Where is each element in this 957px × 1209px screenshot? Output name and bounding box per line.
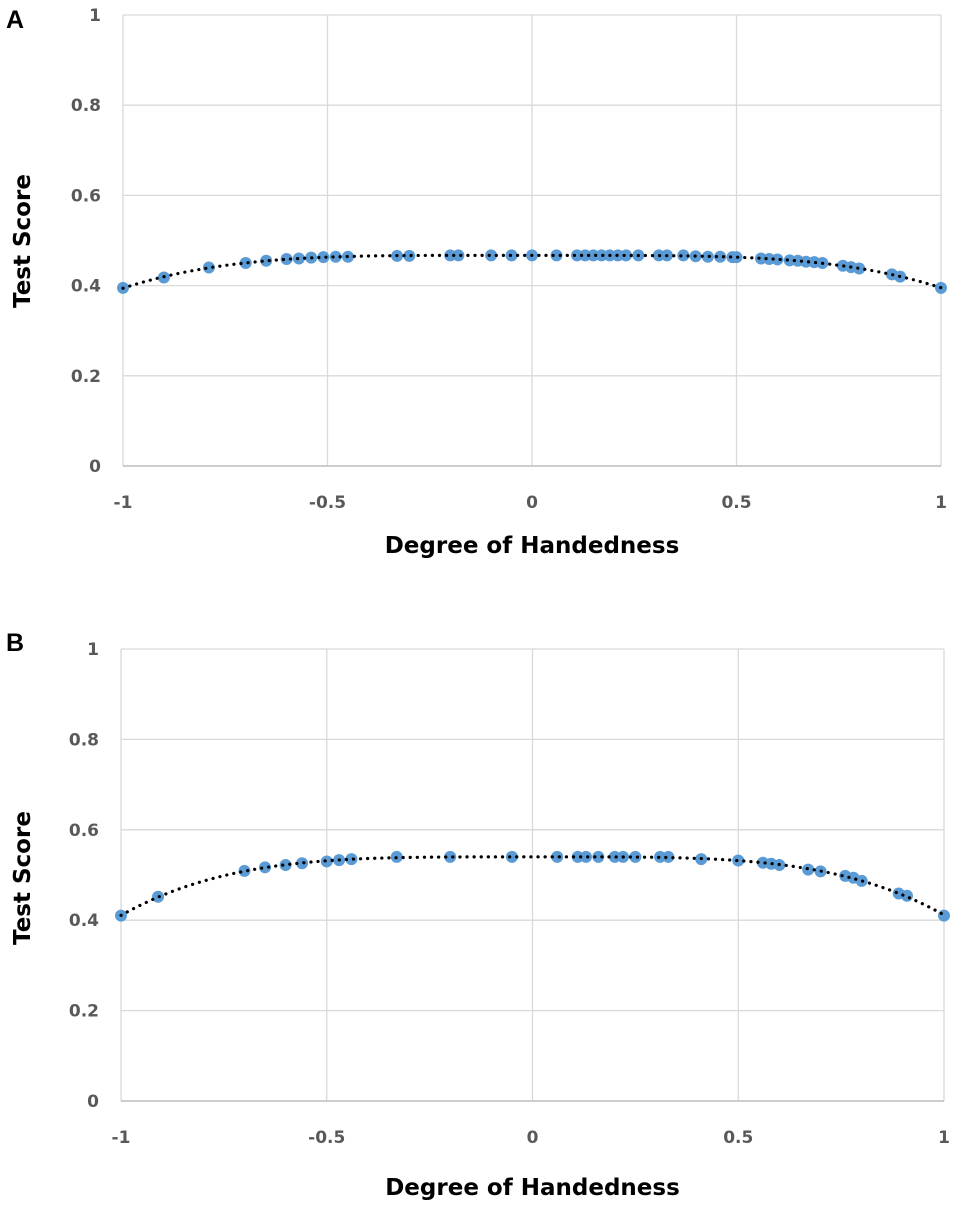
data-point bbox=[579, 850, 592, 863]
data-point bbox=[202, 261, 215, 274]
data-point bbox=[239, 257, 252, 270]
y-axis-title: Test Score bbox=[10, 174, 36, 308]
x-tick-label: 1 bbox=[938, 1128, 950, 1148]
data-point bbox=[259, 861, 272, 874]
scatter-chart-a: 0 0.2 0.4 0.6 0.8 1 -1 -0.5 0 0.5 1 Degree of Hande… bbox=[10, 6, 947, 559]
data-point bbox=[403, 249, 416, 262]
y-tick-label: 0.2 bbox=[71, 367, 101, 387]
data-point bbox=[571, 850, 584, 863]
y-tick-label: 0.4 bbox=[69, 911, 99, 931]
y-tick-label: 0.6 bbox=[71, 186, 101, 206]
scatter-chart-b: 0 0.2 0.4 0.6 0.8 1 -1 -0.5 0 0.5 1 Degree of Hande… bbox=[10, 640, 950, 1201]
data-point bbox=[550, 249, 563, 262]
data-point bbox=[320, 855, 333, 868]
data-point bbox=[662, 850, 675, 863]
data-point bbox=[260, 254, 273, 267]
data-point bbox=[714, 250, 727, 263]
y-axis-title: Test Score bbox=[10, 811, 36, 945]
x-tick-label: -1 bbox=[114, 493, 133, 513]
data-point bbox=[279, 859, 292, 872]
data-point bbox=[485, 249, 498, 262]
data-point bbox=[629, 850, 642, 863]
data-point bbox=[238, 864, 251, 877]
y-tick-label: 0.8 bbox=[69, 730, 99, 750]
y-tick-label: 0.6 bbox=[69, 821, 99, 841]
data-point bbox=[620, 249, 633, 262]
data-point bbox=[280, 252, 293, 265]
y-tick-label: 0.4 bbox=[71, 277, 101, 297]
x-axis-title: Degree of Handedness bbox=[385, 1175, 680, 1201]
data-point bbox=[317, 251, 330, 264]
data-point bbox=[329, 250, 342, 263]
data-point bbox=[551, 850, 564, 863]
y-tick-label: 1 bbox=[89, 6, 101, 26]
data-point bbox=[505, 850, 518, 863]
y-tick-label: 0.2 bbox=[69, 1002, 99, 1022]
data-point bbox=[677, 249, 690, 262]
data-point bbox=[296, 857, 309, 870]
data-point bbox=[771, 253, 784, 266]
x-tick-label: 0.5 bbox=[723, 1128, 753, 1148]
trendline bbox=[119, 855, 946, 917]
data-point bbox=[592, 850, 605, 863]
x-axis-title: Degree of Handedness bbox=[385, 533, 680, 559]
x-tick-label: -0.5 bbox=[309, 493, 346, 513]
data-point bbox=[938, 909, 950, 922]
x-tick-label: 0 bbox=[526, 493, 538, 513]
x-tick-label: -0.5 bbox=[308, 1128, 345, 1148]
y-tick-label: 0 bbox=[87, 1092, 99, 1112]
panel-label-b: B bbox=[6, 629, 25, 657]
chart-panel-a: A 0 0.2 0.4 0.6 0.8 1 -1 -0.5 0 0.5 1 Degree of Han… bbox=[0, 0, 957, 590]
data-point bbox=[345, 853, 358, 866]
x-tick-label: 1 bbox=[935, 493, 947, 513]
chart-panel-b: B 0 0.2 0.4 0.6 0.8 1 -1 -0.5 0 0.5 1 Degree of Han… bbox=[0, 625, 957, 1209]
data-point bbox=[452, 249, 465, 262]
y-tick-label: 0 bbox=[89, 457, 101, 477]
panel-label-a: A bbox=[6, 6, 25, 34]
x-tick-label: -1 bbox=[112, 1128, 131, 1148]
x-tick-label: 0.5 bbox=[721, 493, 751, 513]
data-point bbox=[444, 850, 457, 863]
y-tick-label: 0.8 bbox=[71, 96, 101, 116]
x-tick-label: 0 bbox=[527, 1128, 539, 1148]
trendline bbox=[121, 253, 943, 290]
y-tick-label: 1 bbox=[87, 640, 99, 660]
